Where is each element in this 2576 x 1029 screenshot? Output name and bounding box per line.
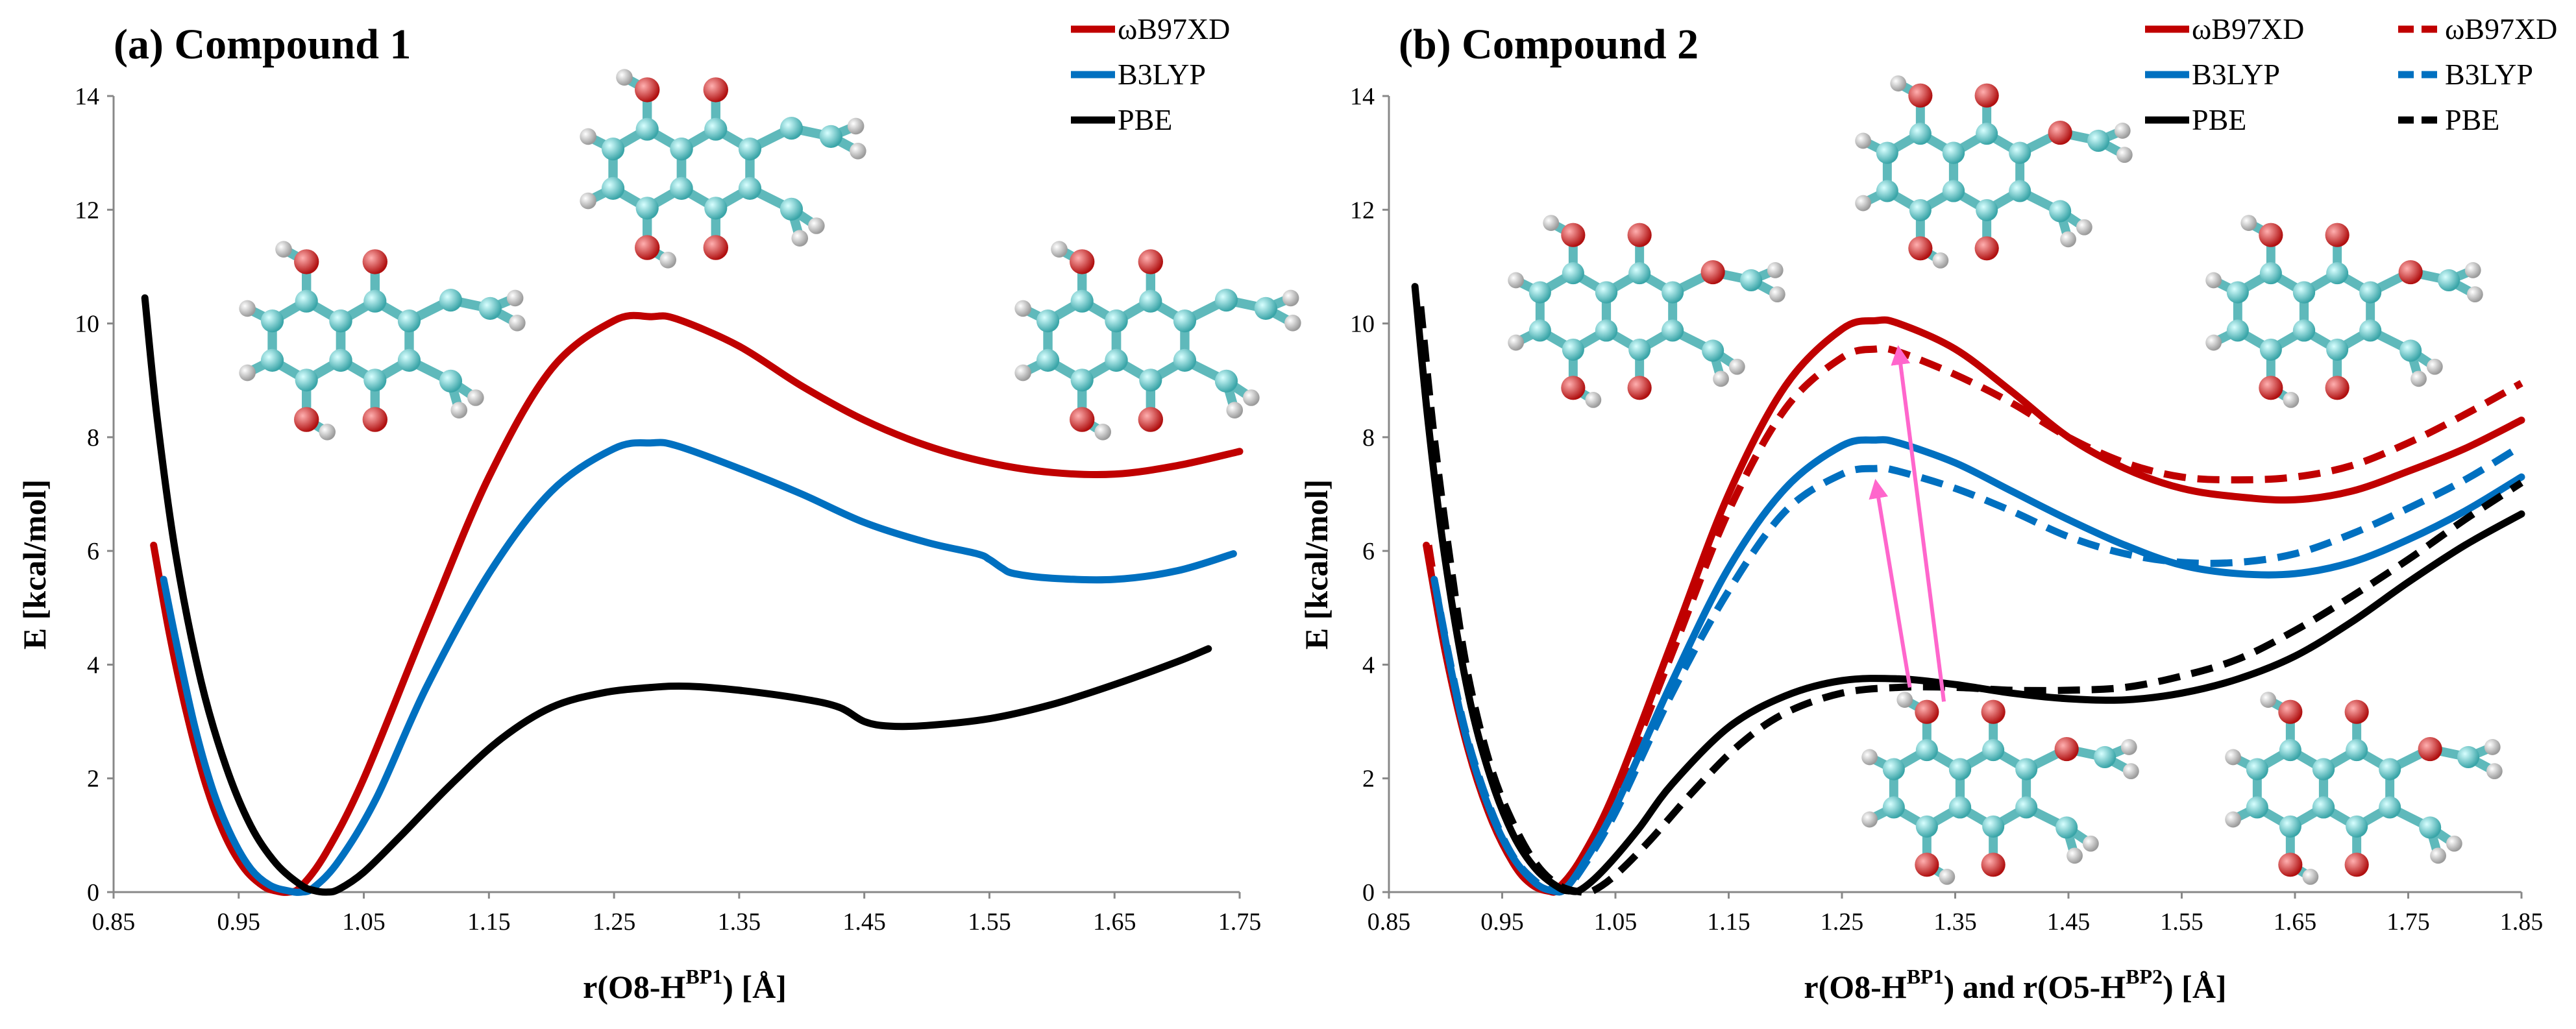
transition-arrow — [1869, 479, 1912, 688]
y-tick-label: 4 — [1362, 651, 1375, 679]
x-tick-label: 1.25 — [593, 908, 636, 936]
molecule-image — [1014, 241, 1301, 441]
y-tick-label: 2 — [1362, 766, 1375, 793]
panel-b-arrows — [1869, 345, 1946, 702]
molecule-image — [239, 241, 526, 441]
x-tick-label: 1.75 — [2386, 908, 2430, 936]
x-tick-label: 1.35 — [718, 908, 761, 936]
legend-label-b3lyp-dashed: B3LYP — [2445, 58, 2533, 91]
x-tick-label: 0.95 — [217, 908, 261, 936]
legend-label-b3lyp-solid: B3LYP — [2192, 58, 2280, 91]
panel-a-series-lines — [141, 294, 1244, 896]
y-tick-label: 12 — [75, 197, 99, 224]
molecule-image — [1861, 692, 2139, 885]
x-tick-label: 1.15 — [467, 908, 511, 936]
panel-b-legend: ωB97XD ωB97XD B3LYP B3LYP PBE PBE — [2145, 12, 2557, 136]
series-line-pbe-solid — [141, 294, 1212, 896]
legend-label-wb97xd-dashed: ωB97XD — [2445, 12, 2557, 45]
panel-a-y-axis-label: E [kcal/mol] — [16, 479, 53, 649]
x-tick-label: 1.65 — [2274, 908, 2317, 936]
x-tick-label: 1.55 — [968, 908, 1011, 936]
panel-b-axes: 0 2 4 6 8 10 12 14 0.85 0.95 1.05 1.15 1.25 1.35 1.45 1… — [1350, 83, 2543, 936]
x-tick-label: 1.65 — [1093, 908, 1136, 936]
series-line-pbe-solid — [1411, 283, 2525, 895]
series-line-b3lyp-solid — [1430, 436, 2525, 896]
y-tick-label: 0 — [87, 879, 99, 906]
legend-label-pbe-solid: PBE — [1118, 103, 1172, 136]
y-tick-label: 14 — [1350, 83, 1375, 110]
x-tick-label: 1.85 — [2500, 908, 2544, 936]
transition-arrow — [1891, 345, 1946, 702]
series-line-wb97xd-solid — [150, 311, 1244, 896]
panel-b-series-lines — [1411, 283, 2525, 897]
panel-a-axes: 0 2 4 6 8 10 12 14 0.85 0.95 1.05 1.15 1.25 1.35 1.45 1… — [75, 83, 1261, 936]
panel-a-x-axis-label: r(O8-HBP1) [Å] — [583, 965, 787, 1005]
molecule-image — [1508, 215, 1785, 408]
panel-a: (a) Compound 1 0 2 4 6 8 10 12 14 0.85 0.95 1.05 1.… — [16, 12, 1301, 1005]
x-tick-label: 1.05 — [1594, 908, 1638, 936]
y-tick-label: 6 — [87, 538, 99, 565]
panel-b-molecule-images — [1508, 75, 2503, 885]
panel-b: (b) Compound 2 0 2 4 6 8 10 12 14 0.85 0.95 1.05 1.… — [1298, 12, 2557, 1005]
molecule-image — [1855, 75, 2133, 269]
panel-a-title: (a) Compound 1 — [114, 21, 411, 68]
y-tick-label: 0 — [1362, 879, 1375, 906]
panel-a-molecule-images — [239, 69, 1301, 441]
x-tick-label: 1.35 — [1933, 908, 1977, 936]
series-line-b3lyp-solid — [160, 439, 1237, 896]
panel-b-y-axis-label: E [kcal/mol] — [1298, 479, 1334, 649]
series-line-wb97xd-dashed — [1425, 345, 2523, 896]
y-tick-label: 10 — [75, 311, 99, 338]
molecule-image — [2205, 215, 2483, 408]
x-tick-label: 0.95 — [1480, 908, 1524, 936]
x-tick-label: 1.45 — [2047, 908, 2091, 936]
legend-label-wb97xd-solid: ωB97XD — [2192, 12, 2304, 45]
x-tick-label: 1.55 — [2160, 908, 2203, 936]
y-tick-label: 8 — [87, 424, 99, 452]
panel-b-title: (b) Compound 2 — [1399, 21, 1699, 68]
y-tick-label: 4 — [87, 651, 99, 679]
legend-label-wb97xd-solid: ωB97XD — [1118, 12, 1230, 45]
y-tick-label: 6 — [1362, 538, 1375, 565]
x-tick-label: 1.25 — [1821, 908, 1864, 936]
x-tick-label: 1.45 — [842, 908, 886, 936]
y-tick-label: 2 — [87, 766, 99, 793]
panel-a-legend: ωB97XD B3LYP PBE — [1071, 12, 1230, 136]
y-tick-label: 14 — [75, 83, 99, 110]
molecule-image — [580, 69, 866, 269]
x-tick-label: 1.75 — [1218, 908, 1262, 936]
panel-b-x-axis-label: r(O8-HBP1) and r(O5-HBP2) [Å] — [1804, 965, 2226, 1005]
x-tick-label: 0.85 — [92, 908, 136, 936]
x-tick-label: 0.85 — [1368, 908, 1411, 936]
legend-label-b3lyp-solid: B3LYP — [1118, 58, 1206, 91]
x-tick-label: 1.05 — [342, 908, 386, 936]
y-tick-label: 10 — [1350, 311, 1375, 338]
series-line-b3lyp-dashed — [1430, 442, 2523, 896]
molecule-image — [2225, 692, 2503, 885]
legend-label-pbe-solid: PBE — [2192, 103, 2246, 136]
legend-label-pbe-dashed: PBE — [2445, 103, 2499, 136]
series-line-pbe-dashed — [1417, 306, 2524, 897]
y-tick-label: 12 — [1350, 197, 1375, 224]
y-tick-label: 8 — [1362, 424, 1375, 452]
x-tick-label: 1.15 — [1707, 908, 1750, 936]
